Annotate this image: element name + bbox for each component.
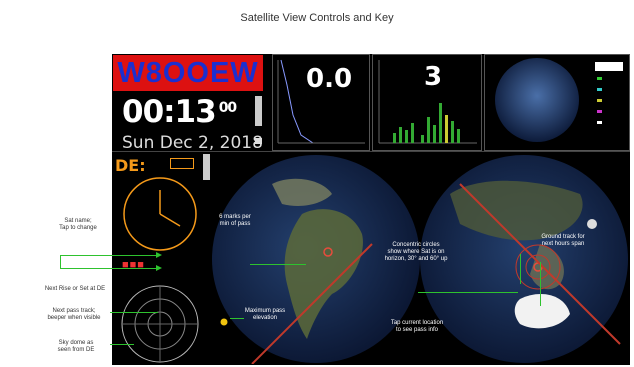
connector-center-vert [520,254,521,284]
connector-max-pass [230,318,244,319]
de-label: DE: [115,156,146,175]
map-eastern-hemisphere[interactable] [420,154,628,364]
connector-sat-name [60,255,160,256]
connector-vertical-a [60,255,61,269]
de-side-buttons[interactable] [203,154,210,180]
callout-next-pass: Next pass track; beeper when visible [47,308,101,321]
connector-map [250,264,306,265]
connector-next-rise [60,268,160,269]
lock-icon[interactable] [255,138,262,144]
utc-clock[interactable]: 00:13 00 [122,94,238,130]
annotation-ground-track: Ground track for next hours span [541,234,585,247]
plot-a-curve [277,59,365,144]
map-western-hemisphere[interactable] [212,154,420,364]
clock-seconds: 00 [218,100,238,116]
sky-dome[interactable] [114,282,206,364]
clock-side-buttons[interactable] [255,96,262,126]
connector-ground-track [540,262,541,306]
connector-center [418,292,518,293]
arrow-a [156,252,162,258]
de-clock-face[interactable] [120,174,200,254]
callout-next-rise: Next Rise or Set at DE [44,286,106,292]
plot-b-bars [378,60,477,144]
value-b: 3 [424,62,443,92]
pane-sun-image[interactable] [484,54,630,151]
arrow-b [156,265,162,271]
connector-next-pass [110,312,158,313]
divider [112,151,630,152]
callsign-text: W8OOEW [117,57,259,89]
callout-sky-dome: Sky dome as seen from DE [57,340,95,353]
page-title: Satellite View Controls and Key [240,12,394,24]
satellite-panel: W8OOEW 00:13 00 Sun Dec 2, 2018 0.0 [112,54,630,365]
date-display: Sun Dec 2, 2018 [122,133,263,153]
de-info-box[interactable] [170,158,194,169]
annotation-marks: 6 marks per min of pass [219,214,251,227]
sun-globe [495,58,623,142]
pane-plot-b[interactable] [372,54,482,151]
pane-plot-a[interactable] [272,54,370,151]
annotation-max-pass: Maximum pass elevation [244,308,286,321]
callsign-banner[interactable]: W8OOEW [113,55,263,91]
annotation-concentric: Concentric circles show where Sat is on … [384,242,448,262]
value-a: 0.0 [306,64,353,94]
callout-sat-name: Sat name; Tap to change [59,218,97,231]
connector-sky-dome [110,344,134,345]
clock-hm: 00:13 [122,94,217,130]
annotation-tap-location: Tap current location to see pass info [390,320,444,333]
sat-name-display[interactable]: ■■■ [122,259,145,271]
